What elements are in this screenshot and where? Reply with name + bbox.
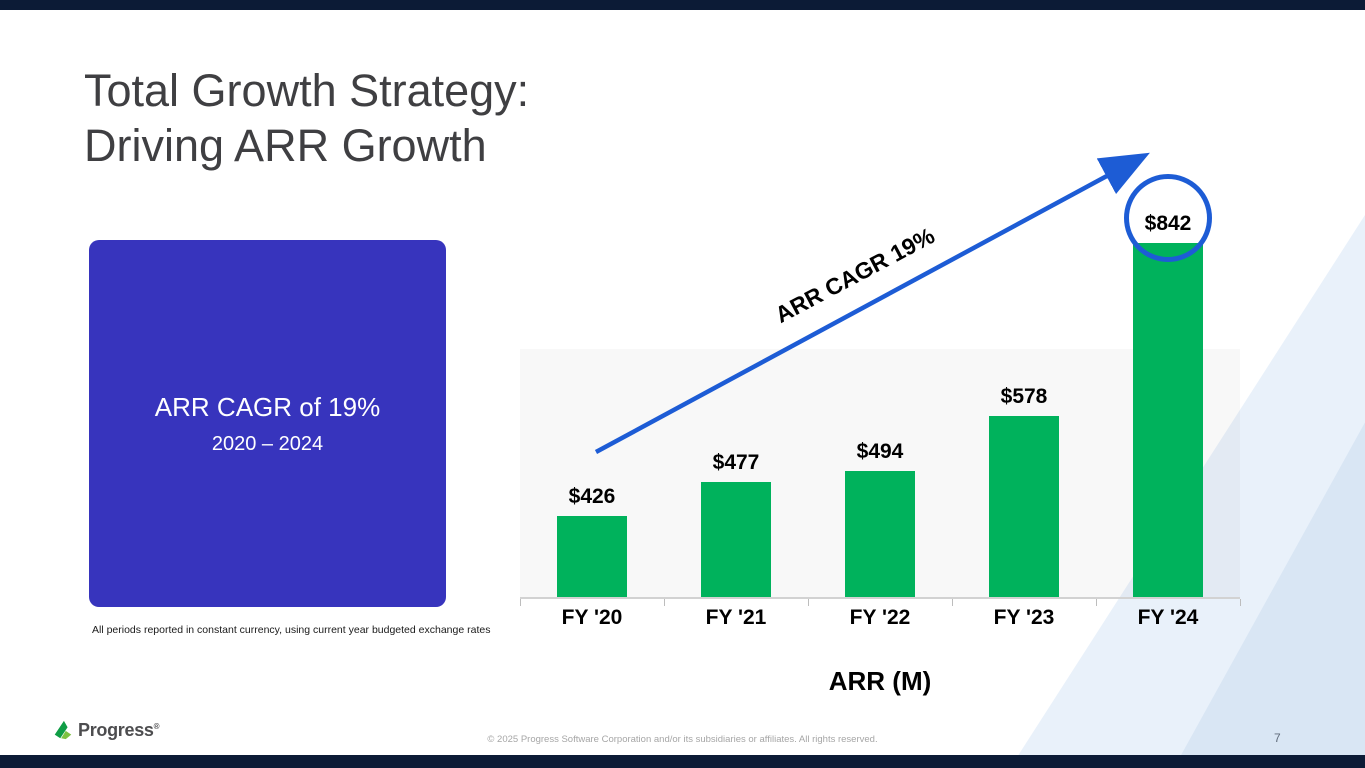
category-label: FY '21 <box>705 606 767 629</box>
chart-x-axis-line <box>520 597 1240 599</box>
slide-title-line2: Driving ARR Growth <box>84 119 487 171</box>
registered-mark: ® <box>153 721 160 731</box>
axis-tick <box>664 599 665 606</box>
bar-value-label: $494 <box>856 440 904 463</box>
chart-bars: $426 $477 $494 $578 $842 <box>520 212 1240 598</box>
bar-value-label: $477 <box>712 451 760 474</box>
axis-ticks <box>520 599 1241 607</box>
chart-axis-title: ARR (M) <box>828 666 932 696</box>
axis-tick <box>808 599 809 606</box>
highlight-circle <box>1124 174 1212 262</box>
bar-slot: $578 <box>952 385 1096 598</box>
category-label: FY '22 <box>849 606 911 629</box>
slide-title: Total Growth Strategy: Driving ARR Growt… <box>84 64 529 174</box>
bar-value-label: $578 <box>1000 385 1048 408</box>
cagr-callout-heading: ARR CAGR of 19% <box>154 391 381 422</box>
category-label: FY '23 <box>993 606 1055 629</box>
axis-tick <box>1096 599 1097 606</box>
bar-slot: $477 <box>664 451 808 598</box>
progress-logo: Progress® <box>52 719 160 741</box>
bar <box>1133 243 1203 598</box>
bar-value-label: $426 <box>568 485 616 508</box>
progress-logo-text: Progress® <box>78 719 160 740</box>
bar <box>845 471 915 598</box>
chart-categories: FY '20 FY '21 FY '22 FY '23 FY '24 <box>520 606 1240 630</box>
bar <box>989 416 1059 598</box>
category-label: FY '20 <box>561 606 623 629</box>
bottom-accent-strip <box>0 755 1365 768</box>
bar <box>557 516 627 598</box>
progress-logo-icon <box>54 720 72 740</box>
copyright-text: © 2025 Progress Software Corporation and… <box>487 734 878 745</box>
currency-footnote: All periods reported in constant currenc… <box>92 624 491 636</box>
slide-title-line1: Total Growth Strategy: <box>84 65 530 116</box>
bar-slot: $842 <box>1096 212 1240 598</box>
axis-tick <box>952 599 953 606</box>
category-label: FY '24 <box>1137 606 1199 629</box>
cagr-callout-box: ARR CAGR of 19% 2020 – 2024 <box>89 240 446 607</box>
axis-tick <box>520 599 521 606</box>
top-accent-strip <box>0 0 1365 10</box>
bar-slot: $426 <box>520 485 664 598</box>
axis-tick <box>1240 599 1241 606</box>
bar <box>701 482 771 598</box>
cagr-callout-subheading: 2020 – 2024 <box>211 432 324 455</box>
bar-slot: $494 <box>808 440 952 598</box>
page-number: 7 <box>1274 731 1281 745</box>
